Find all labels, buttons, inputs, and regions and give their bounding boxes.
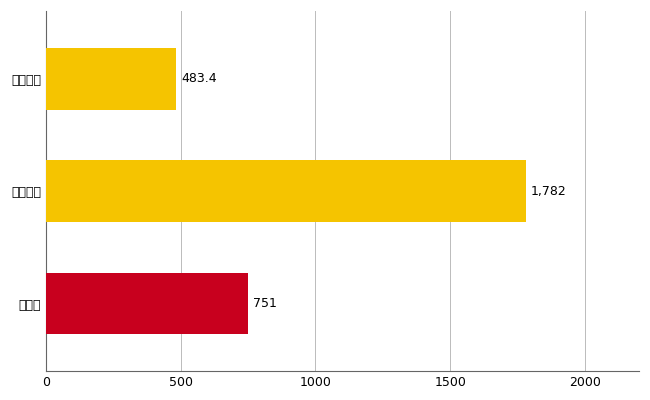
Bar — [46, 273, 248, 334]
Bar — [46, 160, 527, 222]
Text: 483.4: 483.4 — [181, 72, 216, 85]
Bar — [46, 48, 176, 110]
Text: 751: 751 — [254, 297, 277, 310]
Text: 1,782: 1,782 — [531, 184, 567, 198]
